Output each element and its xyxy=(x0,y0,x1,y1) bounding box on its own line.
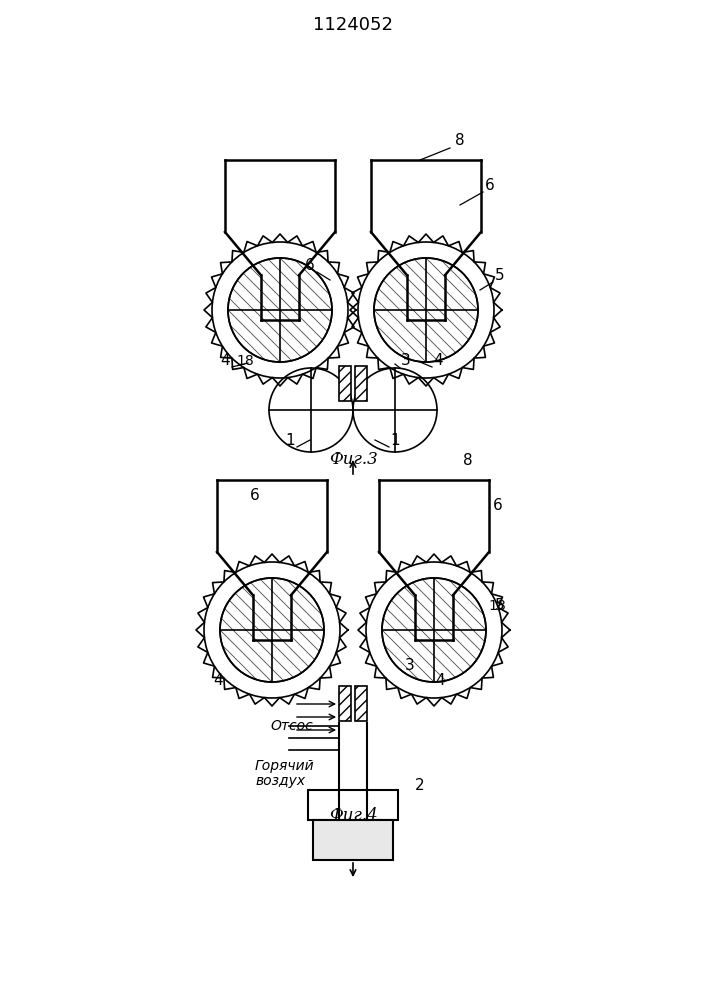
Text: 3: 3 xyxy=(401,353,411,368)
Text: Отсос: Отсос xyxy=(270,719,312,733)
Text: 4: 4 xyxy=(220,353,230,368)
Text: Фиг.3: Фиг.3 xyxy=(329,452,378,468)
Text: 1: 1 xyxy=(390,433,400,448)
Text: 2: 2 xyxy=(415,778,425,793)
Text: 4: 4 xyxy=(433,353,443,368)
Text: 18: 18 xyxy=(488,599,506,613)
Text: 1124052: 1124052 xyxy=(313,16,393,34)
Text: 5: 5 xyxy=(495,598,505,613)
Text: 6: 6 xyxy=(493,498,503,513)
Bar xyxy=(339,365,351,400)
Bar xyxy=(308,790,398,820)
Text: 3: 3 xyxy=(405,658,415,673)
Text: 8: 8 xyxy=(463,453,473,468)
Text: воздух: воздух xyxy=(255,774,305,788)
Bar xyxy=(355,365,367,400)
Text: Фиг.4: Фиг.4 xyxy=(329,806,378,824)
Text: Горячий: Горячий xyxy=(255,759,315,773)
Text: 4: 4 xyxy=(214,673,223,688)
Text: 18: 18 xyxy=(236,354,254,368)
Text: 6: 6 xyxy=(485,178,495,193)
Text: 6: 6 xyxy=(250,488,260,503)
Text: 5: 5 xyxy=(495,268,505,283)
Text: 4: 4 xyxy=(436,673,445,688)
Bar xyxy=(313,820,393,860)
Text: 1: 1 xyxy=(285,433,295,448)
Bar xyxy=(339,686,351,720)
Text: 6: 6 xyxy=(305,258,315,273)
Bar xyxy=(355,686,367,720)
Text: 8: 8 xyxy=(455,133,464,148)
